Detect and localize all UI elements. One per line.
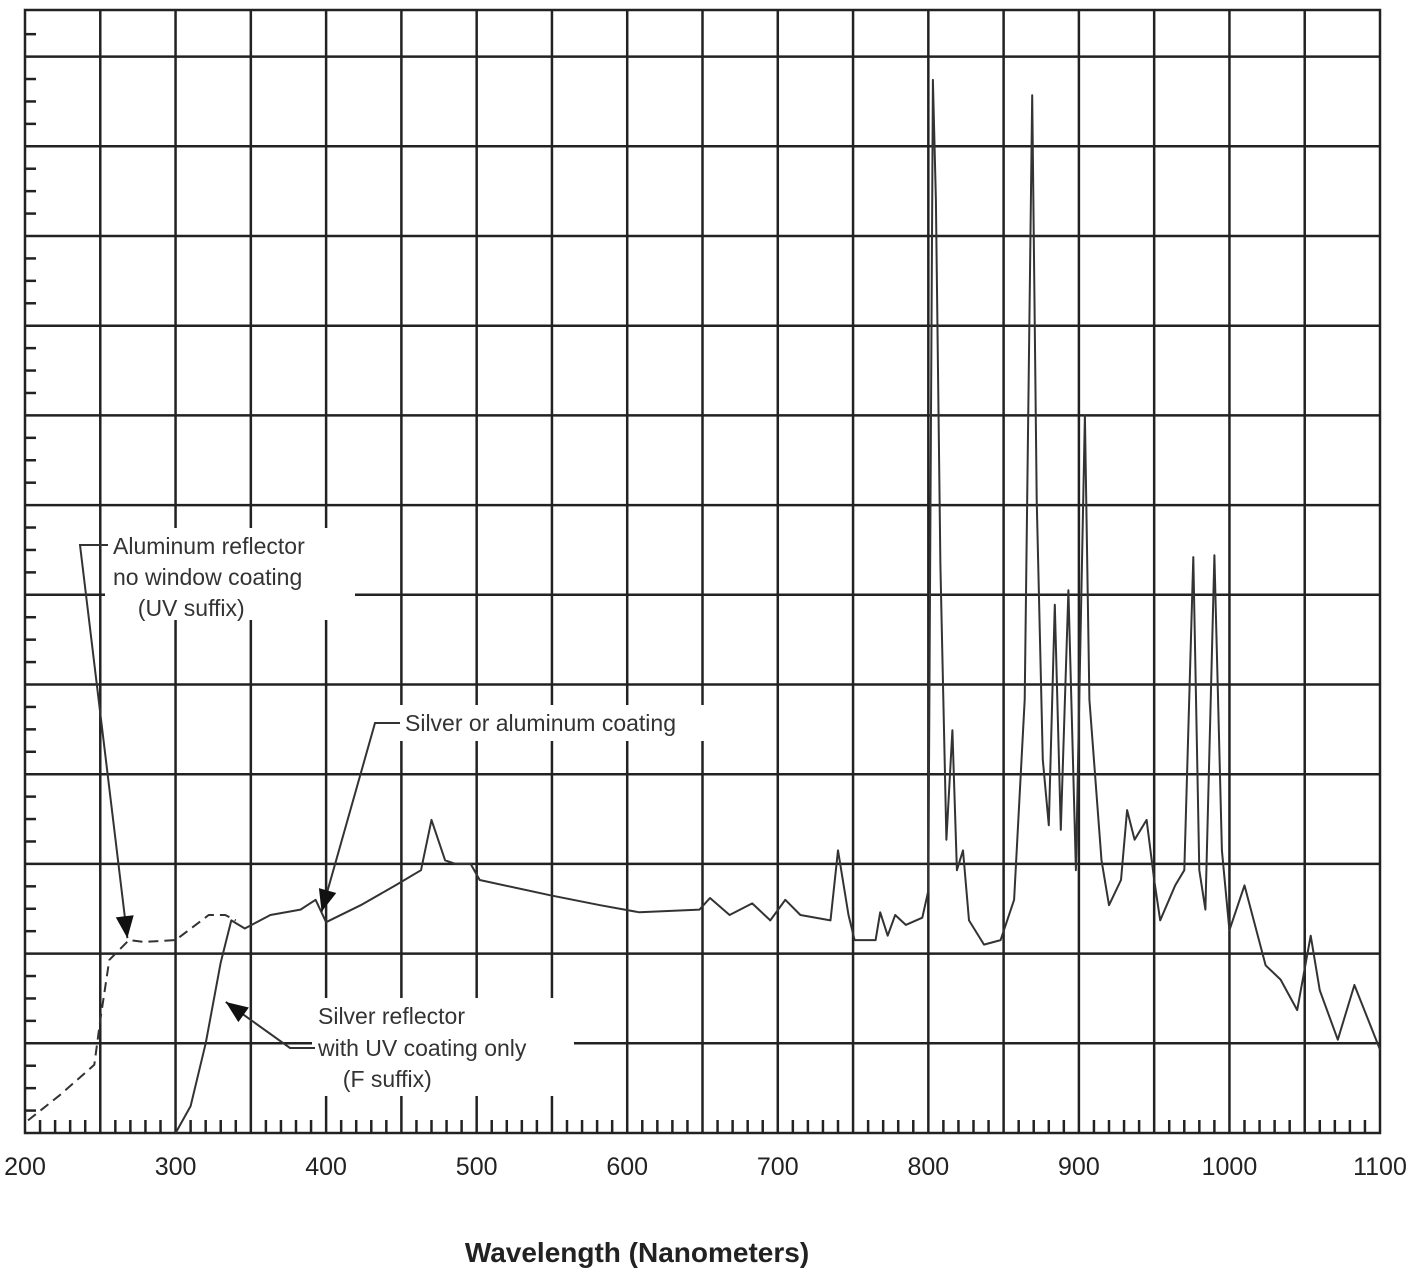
x-axis-label: Wavelength (Nanometers) xyxy=(465,1237,809,1268)
series-layer xyxy=(27,78,1381,1134)
annotation-f-line3: (F suffix) xyxy=(330,1066,432,1092)
x-tick-label: 200 xyxy=(4,1153,46,1181)
x-tick-label: 700 xyxy=(757,1153,799,1181)
x-tick-label: 1000 xyxy=(1202,1153,1258,1181)
x-tick-label: 600 xyxy=(606,1153,648,1181)
annotation-f-line2: with UV coating only xyxy=(317,1035,527,1061)
annotation-coating-arrowhead xyxy=(318,888,337,912)
annotation-bg xyxy=(312,998,574,1096)
annotation-bg xyxy=(398,705,738,741)
annotation-uv-line1: Aluminum reflector xyxy=(113,533,305,559)
x-tick-labels: 200 300 400 500 600 700 800 900 1000 1100 xyxy=(4,1153,1407,1181)
series-line-solid xyxy=(174,78,1381,1134)
annotation-uv-line2: no window coating xyxy=(113,564,302,590)
annotation-f-leader xyxy=(225,1001,315,1049)
x-tick-label: 900 xyxy=(1058,1153,1100,1181)
annotation-uv-line3: (UV suffix) xyxy=(125,595,245,621)
x-tick-label: 400 xyxy=(305,1153,347,1181)
grid xyxy=(23,8,1382,1135)
annotation-f-line1: Silver reflector xyxy=(318,1003,465,1029)
x-tick-label: 500 xyxy=(456,1153,498,1181)
annotation-coating-leader xyxy=(320,722,400,913)
series-line-dashed xyxy=(27,914,237,1122)
x-tick-label: 300 xyxy=(155,1153,197,1181)
annotation-f-arrowhead xyxy=(225,1001,249,1023)
annotations: Aluminum reflector no window coating (UV… xyxy=(78,528,738,1096)
annotation-bg xyxy=(105,528,355,620)
annotation-uv-arrowhead xyxy=(115,915,134,939)
annotation-coating: Silver or aluminum coating xyxy=(405,710,676,736)
x-tick-label: 800 xyxy=(907,1153,949,1181)
x-tick-label: 1100 xyxy=(1353,1153,1407,1181)
annotation-uv-leader xyxy=(78,544,129,939)
